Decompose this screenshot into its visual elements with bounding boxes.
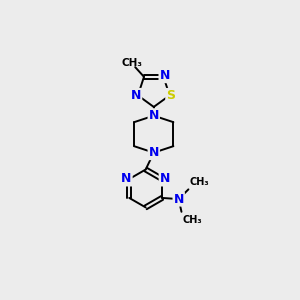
Text: N: N (148, 146, 159, 159)
Text: N: N (148, 109, 159, 122)
Text: N: N (160, 172, 170, 185)
Text: N: N (160, 69, 170, 82)
Text: N: N (173, 193, 184, 206)
Text: N: N (121, 172, 132, 185)
Text: CH₃: CH₃ (122, 58, 143, 68)
Text: S: S (166, 89, 175, 102)
Text: CH₃: CH₃ (190, 177, 209, 187)
Text: N: N (131, 89, 141, 102)
Text: CH₃: CH₃ (183, 215, 202, 225)
